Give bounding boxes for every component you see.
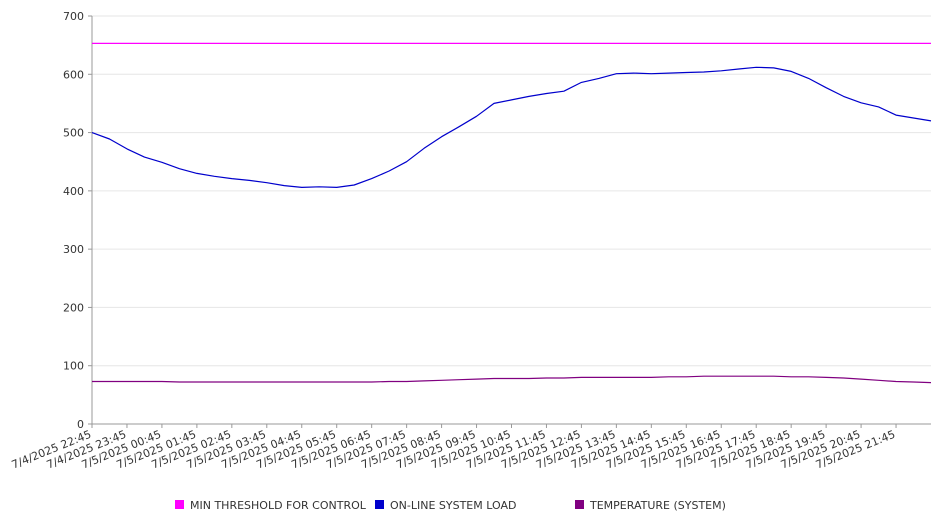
x-tick-labels: 7/4/2025 22:457/4/2025 23:457/5/2025 00:… [10,428,897,472]
grid-lines [92,15,931,367]
series-line-2 [91,66,932,188]
y-tick-label: 100 [63,360,84,373]
legend-label: MIN THRESHOLD FOR CONTROL [190,499,367,512]
y-tick-label: 0 [77,418,84,431]
legend-label: TEMPERATURE (SYSTEM) [589,499,726,512]
y-tick-label: 400 [63,185,84,198]
y-tick-label: 600 [63,68,84,81]
legend-swatch [375,500,384,509]
legend-swatch [575,500,584,509]
y-tick-label: 200 [63,301,84,314]
legend-label: ON-LINE SYSTEM LOAD [390,499,516,512]
axes [88,15,931,428]
legend: MIN THRESHOLD FOR CONTROL ON-LINE SYSTEM … [175,499,726,512]
legend-swatch [175,500,184,509]
y-tick-label: 300 [63,243,84,256]
series-line-3 [92,375,932,384]
y-tick-label: 500 [63,127,84,140]
series-lines [91,42,932,384]
y-tick-labels: 0 100 200 300 400 500 600 700 [63,10,84,431]
y-tick-label: 700 [63,10,84,23]
